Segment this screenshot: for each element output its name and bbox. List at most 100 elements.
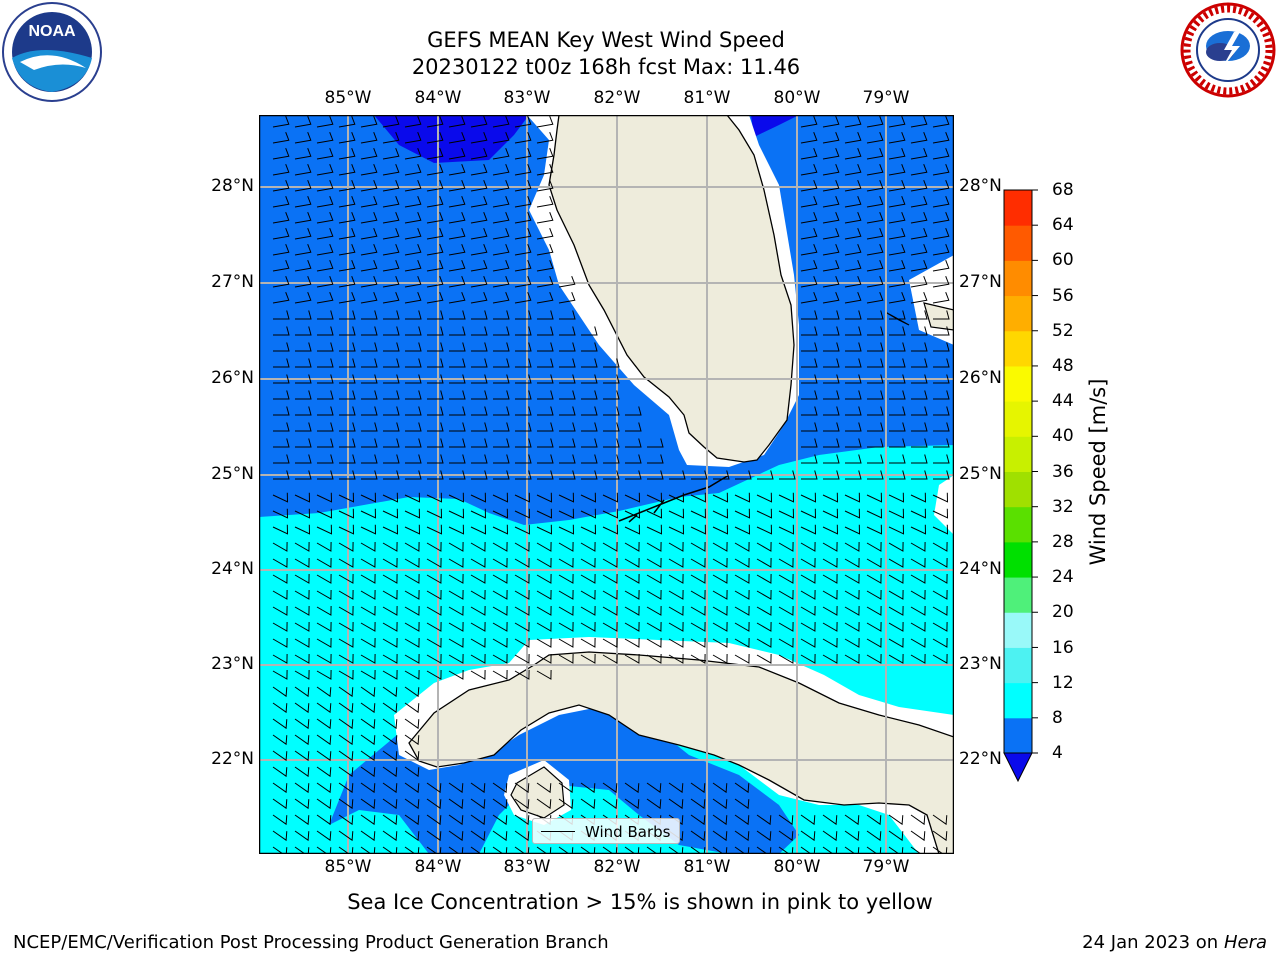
wind-barb (580, 621, 596, 632)
wind-barb (844, 605, 860, 616)
colorbar-segment (1004, 295, 1032, 332)
wind-barb (294, 196, 312, 208)
wind-barb (537, 406, 554, 416)
wind-barb (383, 326, 400, 336)
wind-barb (756, 846, 772, 854)
wind-barb (294, 653, 310, 664)
wind-barb (404, 180, 422, 192)
wind-barb (844, 557, 860, 568)
wind-barb (778, 573, 794, 584)
wind-barb (360, 116, 378, 128)
wind-barb (514, 212, 532, 224)
wind-barb (316, 260, 334, 272)
wind-barb (273, 310, 290, 320)
wind-barb (492, 557, 508, 568)
wind-barb (910, 196, 928, 208)
wind-barb (888, 148, 906, 160)
wind-barb (493, 454, 510, 464)
wind-barb (624, 653, 640, 664)
wind-barb (316, 492, 333, 503)
wind-barb (624, 798, 640, 810)
wind-barb (273, 406, 290, 416)
wind-barb (822, 244, 840, 256)
wind-barb (866, 653, 882, 664)
wind-barb (514, 276, 532, 288)
wind-barb (316, 621, 332, 632)
wind-barb (580, 573, 596, 584)
wind-barb (844, 573, 860, 584)
wind-barb (404, 814, 420, 826)
wind-barb (383, 454, 400, 464)
wind-barb (690, 589, 706, 600)
wind-barb (338, 750, 354, 762)
wind-barb (316, 292, 334, 304)
wind-barb (382, 260, 400, 272)
wind-barb (933, 438, 950, 448)
wind-barb (360, 750, 376, 762)
colorbar-segment (1004, 365, 1032, 402)
wind-barb (470, 148, 488, 160)
wind-barb (756, 541, 772, 552)
wind-barb (910, 621, 926, 632)
wind-barb (734, 524, 751, 535)
wind-barb (426, 148, 444, 160)
wind-barb (404, 686, 420, 698)
wind-barb (316, 846, 332, 854)
wind-barb (624, 557, 640, 568)
wind-barb (338, 669, 354, 680)
wind-barb (294, 541, 310, 552)
wind-barb (712, 557, 728, 568)
wind-barb (316, 637, 332, 648)
wind-barb (778, 524, 795, 535)
wind-barb (536, 228, 554, 240)
wind-barb (448, 782, 464, 794)
wind-barb (712, 830, 728, 842)
wind-barb (712, 653, 728, 664)
wind-barb (646, 589, 662, 600)
wind-barb (338, 814, 354, 826)
wind-barb (360, 605, 376, 616)
wind-barb (910, 116, 928, 128)
wind-barb (757, 470, 774, 480)
wind-barb (272, 814, 288, 826)
wind-barb (448, 292, 466, 304)
wind-barb (537, 358, 554, 368)
wind-barb (822, 621, 838, 632)
wind-barb (316, 212, 334, 224)
wind-barb (272, 148, 290, 160)
wind-barb (801, 326, 818, 336)
wind-barb (448, 492, 465, 503)
wind-barb (361, 326, 378, 336)
wind-barb (338, 573, 354, 584)
wind-barb (295, 342, 312, 352)
wind-barb (426, 524, 443, 535)
wind-barb (317, 358, 334, 368)
wind-barb (339, 438, 356, 448)
wind-barb (910, 637, 926, 648)
wind-barb (910, 653, 926, 664)
wind-barb (426, 573, 442, 584)
wind-barb (514, 260, 532, 272)
wind-barb (933, 406, 950, 416)
wind-barb (492, 260, 510, 272)
wind-barb (690, 846, 706, 854)
wind-barb (822, 637, 838, 648)
wind-barb (603, 438, 620, 448)
wind-barb (294, 702, 310, 714)
wind-barb (360, 244, 378, 256)
wind-barb (272, 508, 289, 519)
wind-barb (470, 557, 486, 568)
wind-barb (382, 846, 398, 854)
wind-barb (295, 470, 312, 480)
wind-barb (690, 541, 706, 552)
wind-barb (338, 524, 355, 535)
footer-date: 24 Jan 2023 on Hera (1082, 932, 1267, 953)
wind-barb (845, 358, 862, 368)
wind-barb (603, 358, 620, 368)
wind-barb (360, 276, 378, 288)
wind-barb (558, 508, 575, 519)
wind-barb (492, 814, 508, 826)
wind-barb (844, 212, 862, 224)
wind-barb (866, 814, 882, 826)
wind-barb (493, 422, 510, 432)
